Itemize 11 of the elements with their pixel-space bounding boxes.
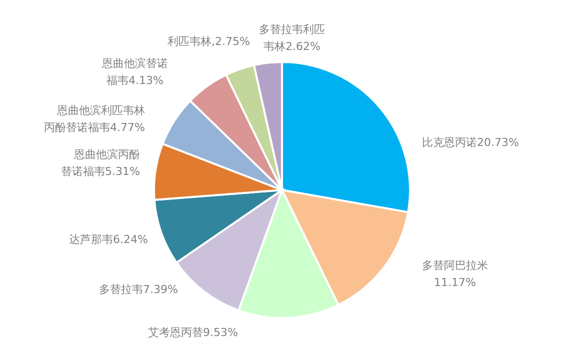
- slice-label: 恩曲他滨丙酚替诺福韦5.31%: [61, 148, 140, 178]
- slice-label: 多替拉韦7.39%: [99, 283, 178, 296]
- slice-label: 多替阿巴拉米: [422, 259, 488, 272]
- data-label: 11.17%: [434, 276, 476, 289]
- slice-label: 比克恩丙诺20.73%: [422, 136, 519, 149]
- slice-label: 多替拉韦利匹韦林2.62%: [259, 23, 325, 53]
- slice-label: 利匹韦林,2.75%: [168, 35, 250, 48]
- slice-label: 恩曲他滨替诺福韦4.13%: [101, 57, 168, 87]
- slice-label: 达芦那韦6.24%: [69, 233, 148, 246]
- slice-label: 艾考恩丙替9.53%: [148, 326, 238, 339]
- slice-label: 恩曲他滨利匹韦林丙酚替诺福韦4.77%: [44, 104, 145, 134]
